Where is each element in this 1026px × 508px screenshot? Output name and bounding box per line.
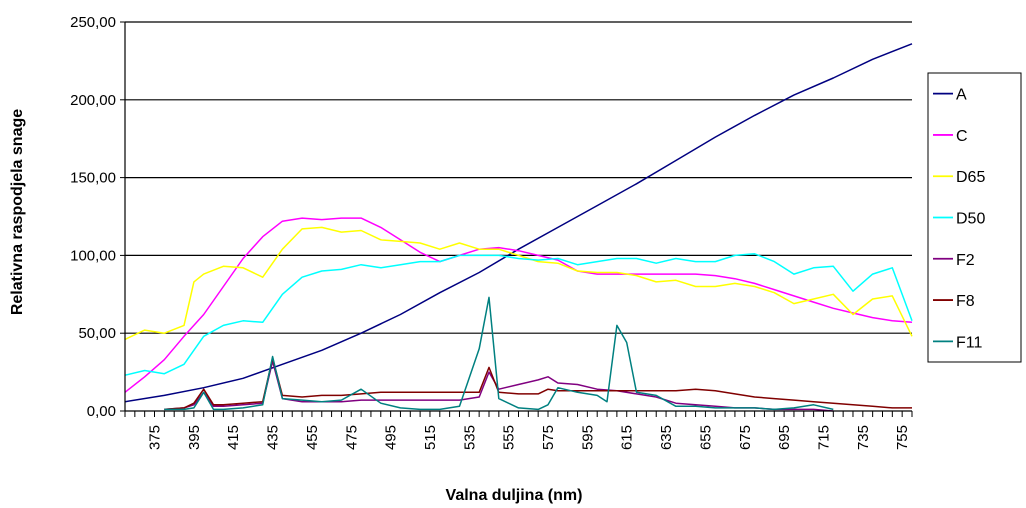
x-axis-title: Valna duljina (nm) xyxy=(446,487,583,504)
series-line-d50 xyxy=(124,253,913,376)
x-tick-label: 635 xyxy=(658,425,675,450)
series-lines xyxy=(124,43,913,412)
x-tick-label: 695 xyxy=(776,425,793,450)
x-tick-label: 555 xyxy=(501,425,518,450)
x-tick-labels: 375 395 415 435 455 475 495 515 535 555 575 595 615 6… xyxy=(147,425,912,450)
y-tick-labels: 0,00 50,00 100,00 150,00 200,00 250,00 xyxy=(70,14,116,420)
gridlines xyxy=(125,21,912,334)
legend-label: D50 xyxy=(956,211,985,228)
y-tick-label: 50,00 xyxy=(78,325,116,342)
x-tick-label: 675 xyxy=(737,425,754,450)
x-tick-label: 615 xyxy=(619,425,636,450)
x-tick-label: 535 xyxy=(461,425,478,450)
series-line-f2 xyxy=(164,360,834,412)
x-tick-label: 475 xyxy=(343,425,360,450)
x-tick-label: 515 xyxy=(422,425,439,450)
legend-label: C xyxy=(956,128,968,145)
y-tick-label: 200,00 xyxy=(70,92,116,109)
legend-label: F2 xyxy=(956,252,975,269)
axes xyxy=(120,21,913,417)
x-tick-label: 655 xyxy=(697,425,714,450)
legend-label: D65 xyxy=(956,169,985,186)
legend: A C D65 D50 F2 F8 F11 xyxy=(927,72,1022,363)
series-line-f11 xyxy=(164,296,834,411)
x-tick-label: 575 xyxy=(540,425,557,450)
y-tick-label: 250,00 xyxy=(70,14,116,31)
series-line-a xyxy=(124,43,913,403)
x-tick-label: 495 xyxy=(383,425,400,450)
x-tick-label: 435 xyxy=(265,425,282,450)
x-tick-label: 715 xyxy=(815,425,832,450)
x-tick-label: 415 xyxy=(225,425,242,450)
y-tick-label: 100,00 xyxy=(70,247,116,264)
legend-label: A xyxy=(956,87,967,104)
legend-label: F8 xyxy=(956,293,975,310)
x-tick-label: 735 xyxy=(855,425,872,450)
series-line-d65 xyxy=(124,226,913,341)
x-tick-label: 375 xyxy=(147,425,164,450)
y-axis-title: Relativna raspodjela snage xyxy=(9,109,26,315)
x-tick-label: 455 xyxy=(304,425,321,450)
y-tick-label: 0,00 xyxy=(87,403,116,420)
legend-label: F11 xyxy=(956,334,982,351)
x-tick-label: 595 xyxy=(579,425,596,450)
series-line-c xyxy=(124,217,913,393)
x-tick-label: 755 xyxy=(894,425,911,450)
y-tick-label: 150,00 xyxy=(70,170,116,187)
x-tick-label: 395 xyxy=(186,425,203,450)
